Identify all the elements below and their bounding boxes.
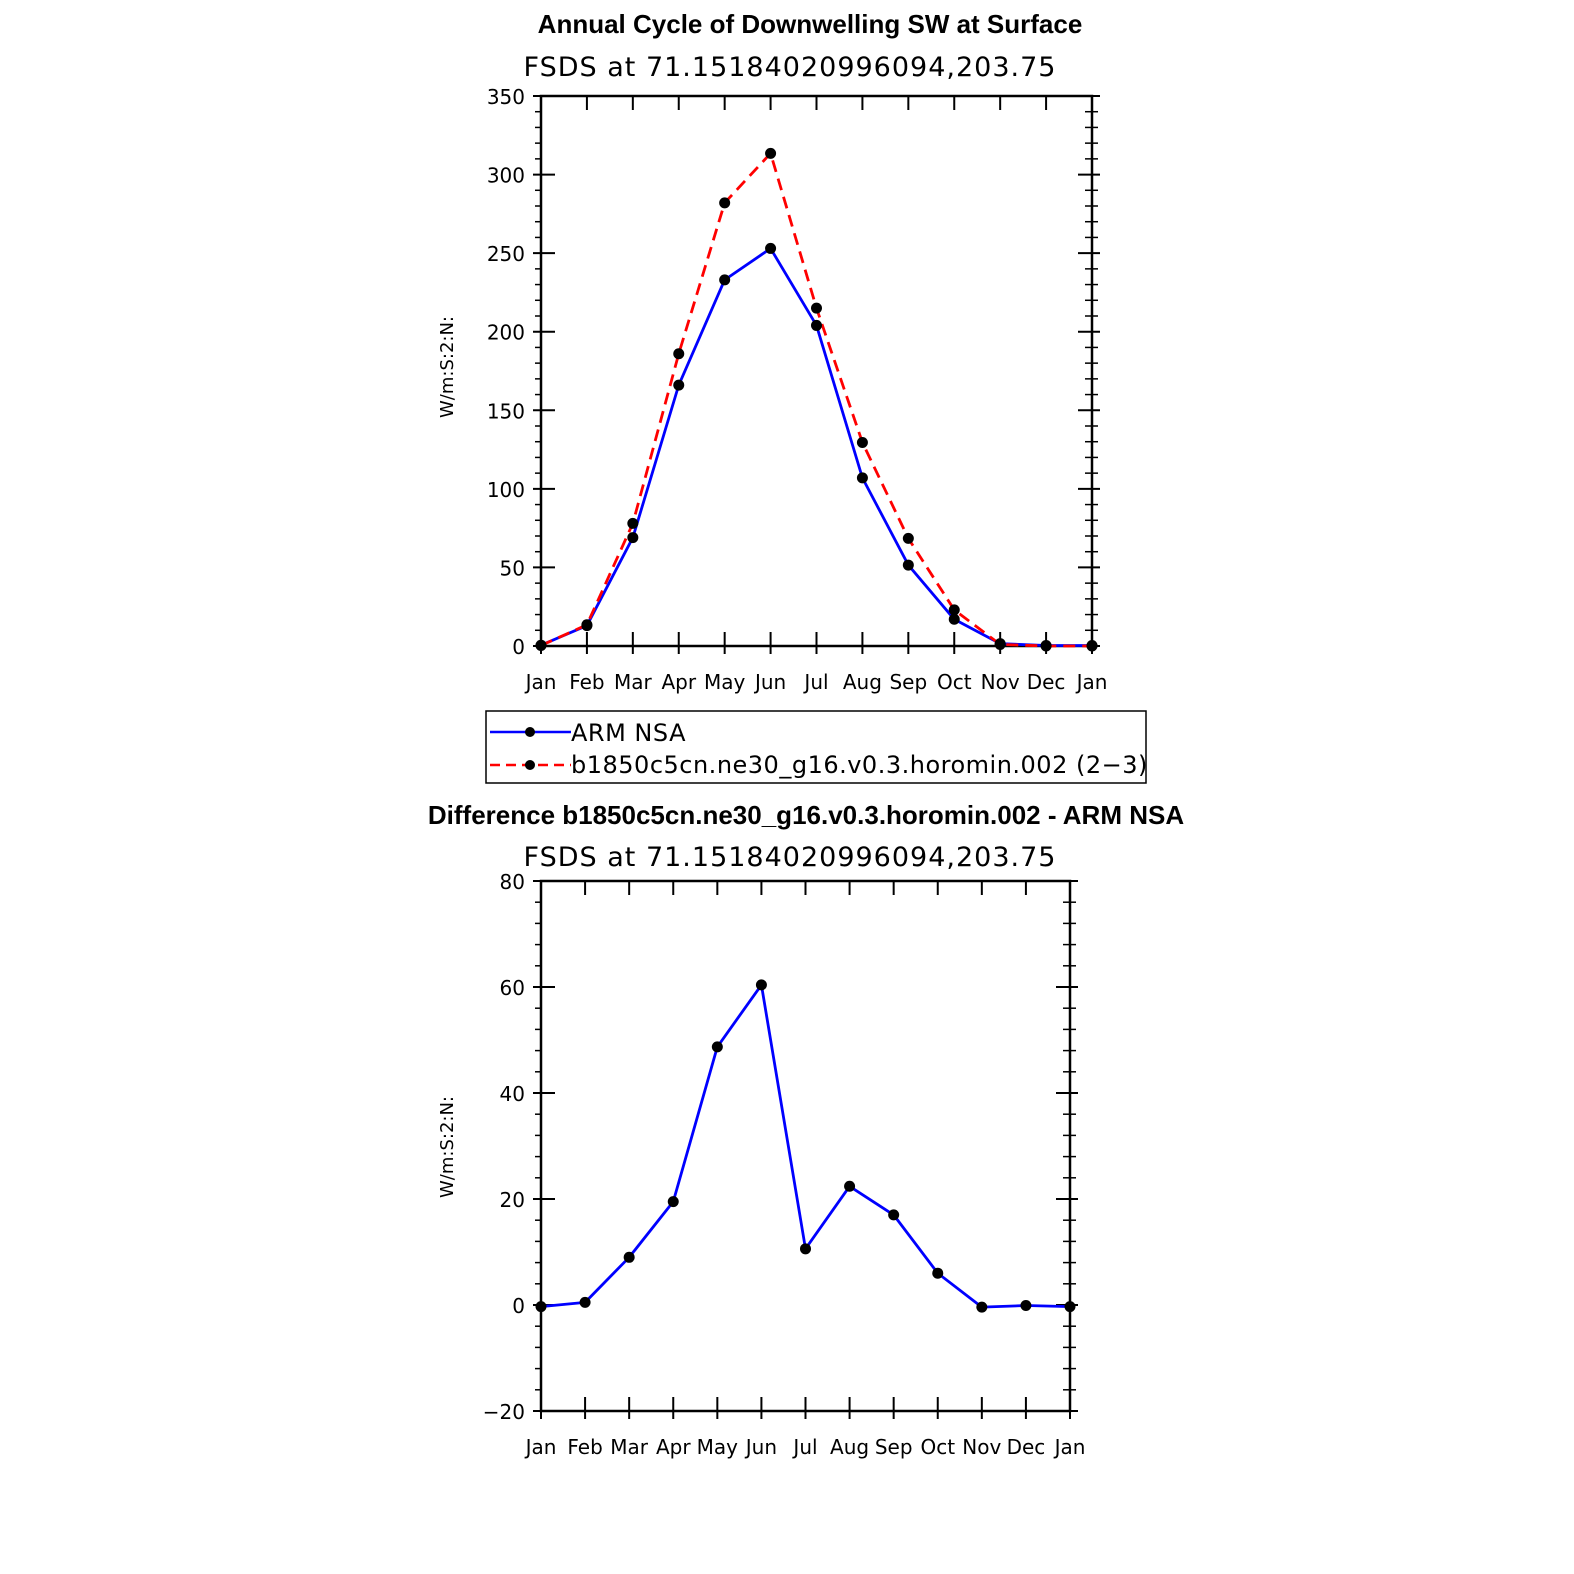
chart2-series-0-point [667,1196,679,1208]
chart2-xtick-label: Mar [610,1435,649,1459]
chart1-series-1-point [948,604,960,616]
chart2-xtick-label: Jul [791,1435,817,1459]
chart1-series-0-point [719,274,731,286]
chart1-subtitle: FSDS at 71.15184020996094,203.75 [524,52,1057,83]
chart2-xtick-label: Jan [1053,1435,1086,1459]
chart2-axes: Jan Feb Mar Apr May Jun Jul Aug Sep Oct Nov Dec Jan −… [483,870,1086,1459]
chart2-xtick-label: Jun [744,1435,777,1459]
chart2-series-0-point [711,1041,723,1053]
chart1-ytick-label: 300 [487,164,525,188]
legend-marker-model [525,760,535,770]
chart1-ylabel: W/m:S:2:N: [437,316,458,418]
chart1-series-0-point [902,559,914,571]
chart1-xtick-label: Apr [661,670,696,694]
chart1-xtick-label: Jan [524,670,557,694]
chart2-ytick-label: 60 [500,976,525,1000]
chart1-series-1-point [1086,640,1098,652]
chart1-xtick-label: Jun [753,670,786,694]
chart1-xtick-label: Jan [1075,670,1108,694]
chart2-xtick-label: Aug [830,1435,869,1459]
chart2-ytick-label: 40 [500,1082,525,1106]
chart2-ytick-label: 20 [500,1188,525,1212]
chart1-xtick-label: Aug [843,670,882,694]
chart1-xtick-label: Oct [937,670,972,694]
legend-marker-arm-nsa [525,727,535,737]
chart1-ytick-label: 200 [487,321,525,345]
chart1-series-1-point [673,348,685,360]
chart1-series-1-point [856,437,868,448]
chart1-title: Annual Cycle of Downwelling SW at Surfac… [538,9,1083,39]
chart2-xtick-label: Oct [920,1435,955,1459]
difference-chart: Difference b1850c5cn.ne30_g16.v0.3.horom… [428,800,1184,1459]
chart2-series-0-point [844,1180,856,1192]
chart2-xtick-label: Apr [656,1435,691,1459]
chart1-frame [539,94,1094,648]
chart2-subtitle: FSDS at 71.15184020996094,203.75 [524,842,1057,873]
chart2-ytick-label: 80 [500,870,525,894]
chart1-series-0-point [765,242,777,254]
chart1-series-0-point [811,319,822,331]
chart1-series-0-point [673,379,685,391]
legend: ARM NSA b1850c5cn.ne30_g16.v0.3.horomin.… [485,710,1148,784]
legend-box [485,710,1147,784]
chart1-xtick-label: Mar [614,670,653,694]
chart2-ytick-label: −20 [483,1400,525,1424]
chart1-series-1-point [719,197,731,209]
chart2-xtick-label: Feb [567,1435,602,1459]
chart1-xtick-label: Sep [889,670,927,694]
chart1-series-1-point [581,619,593,631]
chart2-series-0-point [1020,1300,1032,1312]
chart1-series [535,147,1098,652]
chart1-series-1-point [902,532,914,544]
chart2-xtick-label: Sep [875,1435,913,1459]
legend-label-arm-nsa: ARM NSA [571,719,686,747]
annual-cycle-chart: Annual Cycle of Downwelling SW at Surfac… [437,9,1107,694]
chart2-frame [539,879,1072,1413]
chart1-ytick-label: 0 [512,635,525,659]
chart2-series-0-point [579,1296,591,1308]
chart1-series-0-point [948,613,960,625]
chart1-series-1-point [994,638,1006,650]
chart2-series-0-point [755,979,767,991]
chart2-series-0-point [800,1243,811,1255]
chart2-xtick-label: Dec [1007,1435,1046,1459]
chart1-xtick-label: Dec [1027,670,1066,694]
chart1-axes: Jan Feb Mar Apr May Jun Jul Aug Sep Oct Nov Dec Jan 0… [487,85,1108,694]
chart1-xtick-label: Jul [802,670,828,694]
chart1-ytick-label: 150 [487,399,525,423]
chart2-title: Difference b1850c5cn.ne30_g16.v0.3.horom… [428,800,1184,830]
chart1-xtick-label: May [704,670,746,694]
chart2-series [535,979,1076,1313]
chart1-series-0-point [627,532,639,544]
chart2-xtick-label: Jan [524,1435,557,1459]
chart2-xtick-label: Nov [962,1435,1001,1459]
chart2-xtick-label: May [697,1435,739,1459]
legend-label-model: b1850c5cn.ne30_g16.v0.3.horomin.002 (2−3… [571,751,1148,779]
chart2-series-0-point [535,1301,547,1313]
chart1-series-1-point [811,302,822,314]
chart1-series-0-point [856,472,868,484]
chart1-series-1-point [1040,640,1052,652]
chart1-series-1-point [535,640,547,652]
chart1-series-1-point [627,517,639,529]
chart1-ytick-label: 50 [500,556,525,580]
chart1-series-1-point [765,147,777,159]
chart1-ytick-label: 250 [487,242,525,266]
chart1-ytick-label: 350 [487,85,525,109]
chart2-ylabel: W/m:S:2:N: [437,1096,458,1198]
chart2-series-0-point [623,1251,635,1263]
chart2-series-0-point [888,1209,900,1221]
chart2-series-0-point [976,1301,988,1313]
chart1-ytick-label: 100 [487,478,525,502]
chart1-xtick-label: Nov [981,670,1020,694]
chart2-ytick-label: 0 [512,1294,525,1318]
chart1-series-1-line [540,151,1092,648]
chart2-series-0-line [540,983,1071,1309]
chart2-series-0-point [1064,1301,1076,1313]
chart1-xtick-label: Feb [569,670,604,694]
chart2-series-0-point [932,1267,944,1279]
